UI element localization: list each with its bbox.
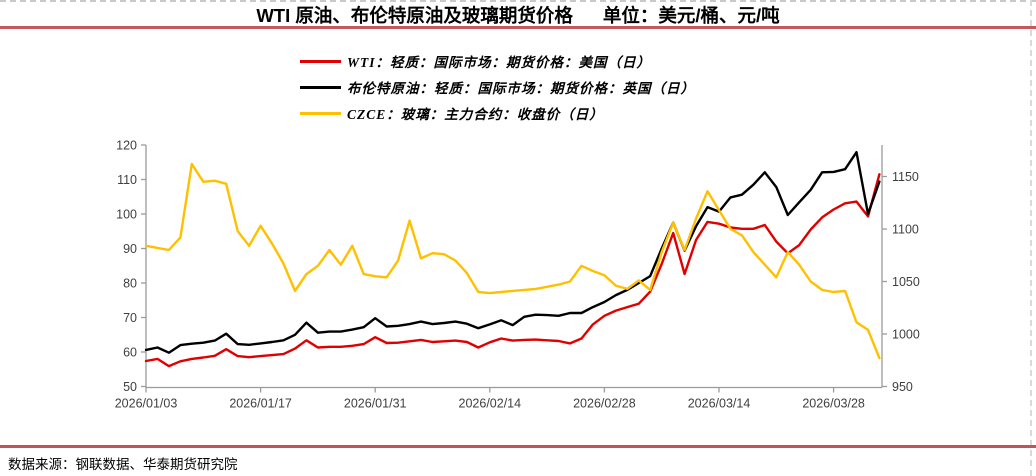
x-axis-tick-label: 2026/01/03 xyxy=(115,397,178,411)
right-axis-tick-label: 1050 xyxy=(892,275,920,289)
right-dashed-border xyxy=(1030,0,1032,476)
right-axis-tick-label: 1000 xyxy=(892,328,920,342)
top-dashed-border xyxy=(0,0,1036,2)
brent-line-swatch xyxy=(300,85,341,89)
right-axis-tick-label: 1150 xyxy=(892,170,919,184)
x-axis-tick-label: 2026/01/17 xyxy=(229,397,292,411)
x-axis-tick-label: 2026/02/14 xyxy=(459,397,522,411)
left-axis-tick-label: 120 xyxy=(116,139,137,153)
series-line-wti xyxy=(144,173,881,368)
chart-header: WTI 原油、布伦特原油及玻璃期货价格 单位：美元/桶、元/吨 xyxy=(0,3,1036,26)
x-axis-tick-label: 2026/03/28 xyxy=(802,397,865,411)
left-axis-tick-label: 80 xyxy=(123,277,137,291)
legend-item-wti: WTI：轻质：国际市场：期货价格：美国（日） xyxy=(300,48,695,74)
legend-item-brent: 布伦特原油：轻质：国际市场：期货价格：英国（日） xyxy=(300,74,695,100)
x-axis-tick-label: 2026/01/31 xyxy=(344,397,407,411)
right-axis-tick-label: 1100 xyxy=(892,223,919,237)
unit-label: 单位：美元/桶、元/吨 xyxy=(602,4,780,26)
czce-glass-line-swatch xyxy=(300,111,341,115)
legend-label-brent: 布伦特原油：轻质：国际市场：期货价格：英国（日） xyxy=(347,81,695,96)
footer-separator-rule xyxy=(0,445,1036,448)
right-axis-tick-label: 950 xyxy=(892,380,913,394)
x-axis-tick-label: 2026/02/28 xyxy=(573,397,636,411)
left-axis-tick-label: 110 xyxy=(117,173,137,187)
left-axis-tick-label: 60 xyxy=(123,346,137,360)
chart-legend: WTI：轻质：国际市场：期货价格：美国（日） 布伦特原油：轻质：国际市场：期货价… xyxy=(300,48,695,126)
page-title: WTI 原油、布伦特原油及玻璃期货价格 xyxy=(256,4,573,26)
legend-item-czce-glass: CZCE：玻璃：主力合约：收盘价（日） xyxy=(300,100,695,126)
legend-label-czce-glass: CZCE：玻璃：主力合约：收盘价（日） xyxy=(347,107,604,122)
legend-label-wti: WTI：轻质：国际市场：期货价格：美国（日） xyxy=(347,55,652,70)
left-axis-tick-label: 90 xyxy=(123,242,137,256)
left-axis-tick-label: 50 xyxy=(123,380,137,394)
left-axis-tick-label: 70 xyxy=(123,311,137,325)
left-axis-tick-label: 100 xyxy=(116,208,137,222)
wti-line-swatch xyxy=(300,59,341,63)
series-line-brent xyxy=(144,150,881,354)
title-separator-rule xyxy=(0,26,1036,29)
data-source-note: 数据来源：钢联数据、华泰期货研究院 xyxy=(8,457,238,472)
series-line-czce-glass xyxy=(144,162,881,360)
x-axis-tick-label: 2026/03/14 xyxy=(688,397,751,411)
